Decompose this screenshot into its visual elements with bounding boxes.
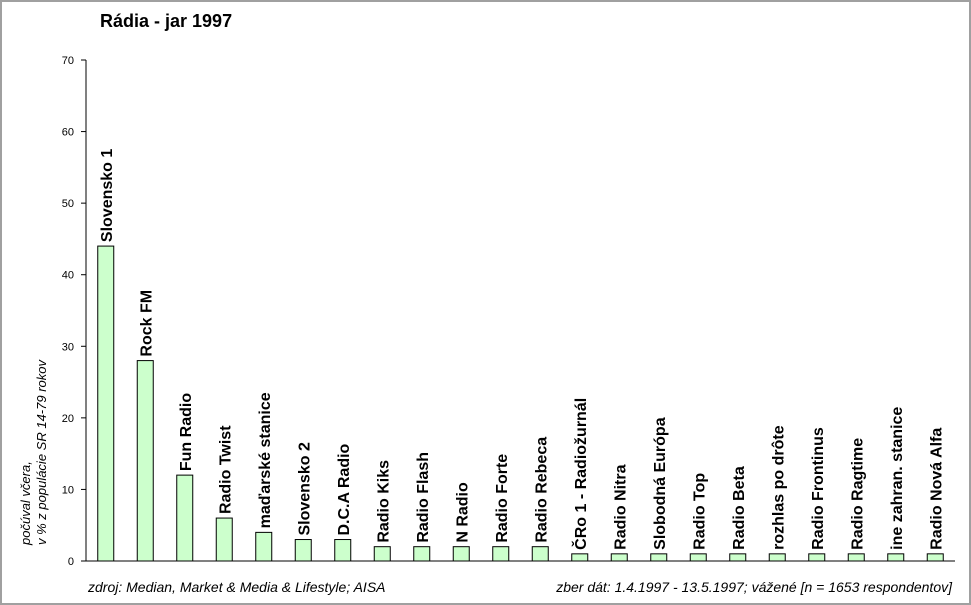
source-note: zdroj: Median, Market & Media & Lifestyl… <box>87 579 386 595</box>
y-tick-label: 50 <box>62 198 74 210</box>
x-tick-label: Radio Frontinus <box>810 427 827 550</box>
x-tick-label: N Radio <box>454 482 471 543</box>
x-tick-label: Slobodná Európa <box>652 417 669 550</box>
bar <box>926 553 944 562</box>
x-tick-label: rozhlas po drôte <box>770 425 787 550</box>
bar <box>452 546 470 562</box>
x-tick-label: Radio Nitra <box>612 464 629 549</box>
bar <box>136 360 154 562</box>
bar <box>215 517 233 562</box>
y-axis-label: v % z populácie SR 14-79 rokov <box>34 359 49 545</box>
x-tick-label: Radio Forte <box>494 454 511 543</box>
bar <box>887 553 905 562</box>
footnote: zber dát: 1.4.1997 - 13.5.1997; vážené [… <box>555 579 953 595</box>
x-tick-label: ine zahran. stanice <box>889 407 906 550</box>
chart-title: Rádia - jar 1997 <box>100 11 232 31</box>
bar <box>97 245 115 562</box>
bar <box>689 553 707 562</box>
bar <box>413 546 431 562</box>
bar <box>610 553 628 562</box>
bar <box>176 474 194 562</box>
x-tick-label: Fun Radio <box>178 393 195 471</box>
y-tick-label: 60 <box>62 127 74 139</box>
bar <box>808 553 826 562</box>
x-tick-label: Radio Nová Alfa <box>928 428 945 550</box>
y-tick-label: 40 <box>62 270 74 282</box>
x-tick-label: Radio Top <box>691 473 708 550</box>
bar <box>729 553 747 562</box>
bar <box>373 546 391 562</box>
x-tick-label: D.C.A Radio <box>336 443 353 535</box>
x-tick-label: Radio Flash <box>415 452 432 543</box>
x-tick-label: ČRo 1 - Radiožurnál <box>571 398 590 550</box>
x-tick-label: Rock FM <box>138 290 155 357</box>
x-tick-label: Radio Ragtime <box>849 438 866 550</box>
bar <box>255 531 273 562</box>
bar <box>768 553 786 562</box>
bar <box>571 553 589 562</box>
y-tick-label: 30 <box>62 341 74 353</box>
x-tick-label: Radio Twist <box>217 425 234 514</box>
y-tick-label: 10 <box>62 484 74 496</box>
x-tick-label: Slovensko 2 <box>296 442 313 535</box>
y-tick-label: 70 <box>62 55 74 67</box>
y-tick-label: 0 <box>68 556 74 568</box>
bar <box>334 539 352 562</box>
bar <box>650 553 668 562</box>
bar <box>294 539 312 562</box>
y-axis-label: počúval včera, <box>18 461 33 546</box>
bar <box>531 546 549 562</box>
x-tick-label: Radio Rebeca <box>533 437 550 543</box>
x-tick-label: Radio Beta <box>731 466 748 550</box>
bar <box>847 553 865 562</box>
y-tick-label: 20 <box>62 413 74 425</box>
x-tick-label: maďarské stanice <box>257 392 274 528</box>
x-tick-label: Radio Kiks <box>375 460 392 543</box>
bar <box>492 546 510 562</box>
x-tick-label: Slovensko 1 <box>99 149 116 242</box>
